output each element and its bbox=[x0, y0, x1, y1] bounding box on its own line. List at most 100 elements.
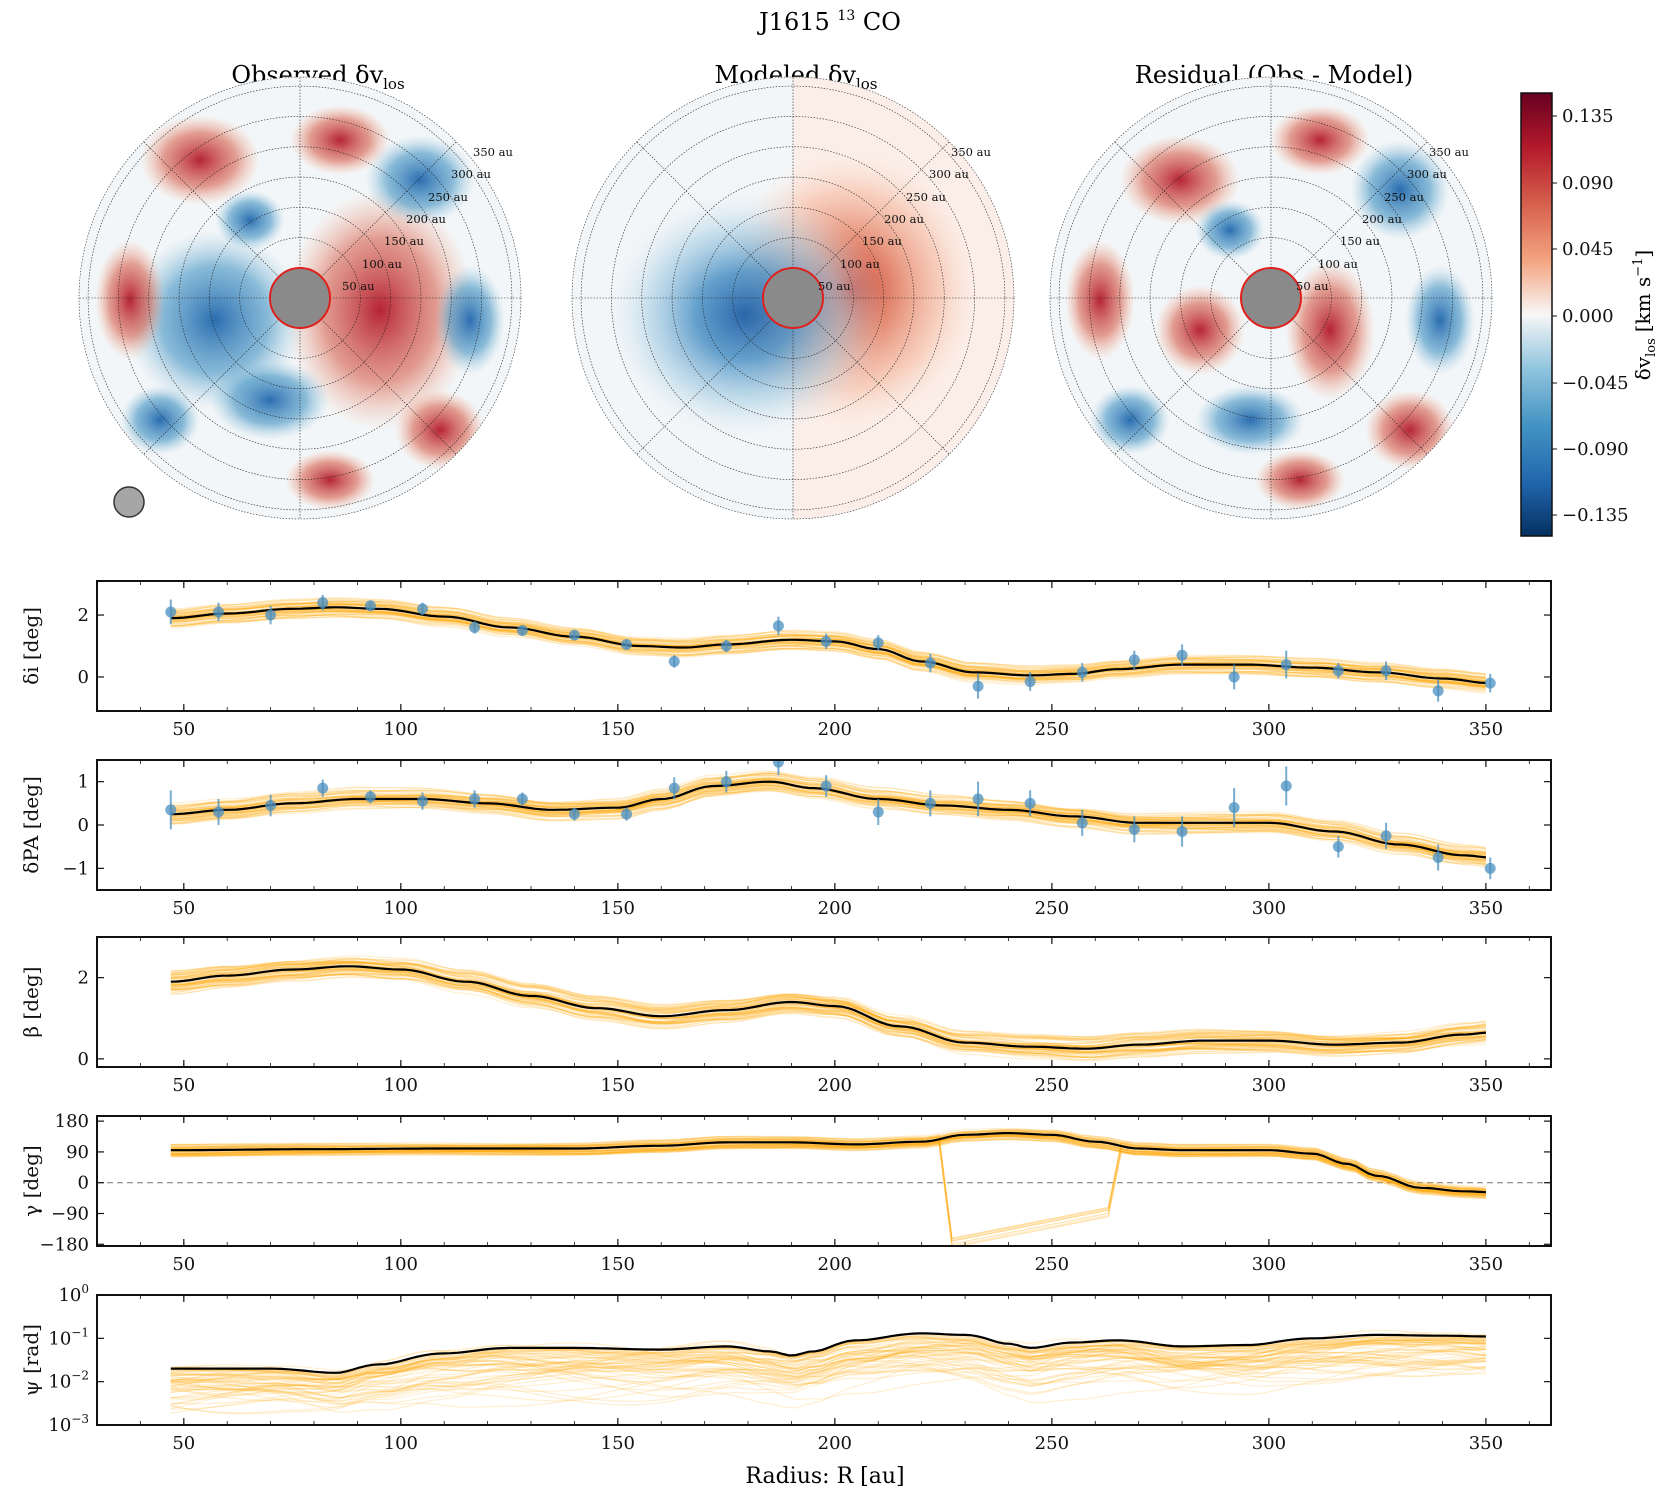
posterior-sample-line bbox=[170, 960, 1486, 1041]
posterior-sample-line bbox=[170, 790, 1486, 862]
beam-ellipse bbox=[113, 486, 145, 518]
panel-frame bbox=[96, 580, 1552, 712]
x-tick-label: 350 bbox=[1469, 1433, 1503, 1454]
model-line bbox=[170, 1332, 1486, 1374]
data-point bbox=[568, 629, 580, 641]
data-point bbox=[872, 637, 884, 649]
ring-label: 50 au bbox=[342, 279, 375, 293]
posterior-sample-line bbox=[170, 788, 1486, 862]
colorbar-tick: 0.135 bbox=[1562, 106, 1614, 127]
posterior-sample-line bbox=[170, 1135, 1486, 1196]
y-axis-label: β [deg] bbox=[19, 967, 43, 1038]
data-point bbox=[668, 782, 680, 794]
posterior-sample-line bbox=[170, 614, 1486, 694]
observed-polar-grid bbox=[79, 77, 521, 519]
posterior-sample-line bbox=[170, 1349, 1486, 1405]
posterior-sample-line bbox=[170, 601, 1486, 680]
y-tick-label: 0 bbox=[78, 815, 89, 836]
data-point bbox=[668, 655, 680, 667]
posterior-sample-line bbox=[170, 966, 1486, 1058]
ring-labels-residual: 50 au 100 au 150 au 200 au 250 au 300 au… bbox=[1296, 145, 1469, 293]
data-point bbox=[772, 760, 784, 768]
x-tick-label: 300 bbox=[1252, 1254, 1286, 1275]
data-point bbox=[165, 606, 177, 618]
posterior-sample-line bbox=[170, 965, 1486, 1053]
posterior-sample-line bbox=[170, 1346, 1487, 1400]
colorbar-tick: −0.045 bbox=[1562, 373, 1629, 394]
posterior-sample-line bbox=[170, 960, 1486, 1047]
posterior-sample-line bbox=[170, 1342, 1486, 1402]
data-point bbox=[1176, 649, 1188, 661]
colorbar-tick: 0.000 bbox=[1562, 306, 1614, 327]
posterior-sample-line bbox=[170, 785, 1486, 858]
data-point bbox=[1380, 665, 1392, 677]
data-point bbox=[1076, 817, 1088, 829]
posterior-sample-line bbox=[170, 1137, 1486, 1199]
y-tick-label: 10−1 bbox=[48, 1325, 89, 1349]
posterior-sample-line bbox=[170, 1339, 1486, 1399]
panel-4: 50 100 150 200 250 300 350 180 90 0 −90 −180 γ [deg] bbox=[19, 1111, 1552, 1275]
x-tick-label: 250 bbox=[1035, 898, 1069, 919]
modeled-polar-grid bbox=[572, 77, 1014, 519]
x-tick-label: 100 bbox=[384, 719, 418, 740]
posterior-sample-line bbox=[170, 1128, 1486, 1190]
posterior-sample-line bbox=[170, 785, 1486, 868]
posterior-sample-line bbox=[170, 1348, 1486, 1394]
posterior-sample-line bbox=[170, 1349, 1487, 1396]
posterior-sample-line bbox=[170, 1338, 1486, 1377]
x-tick-label: 200 bbox=[818, 1433, 852, 1454]
ring-circle bbox=[611, 116, 975, 480]
y-tick-label: −90 bbox=[51, 1204, 89, 1225]
posterior-sample-line bbox=[170, 616, 1486, 690]
ring-circle bbox=[118, 116, 482, 480]
posterior-sample-line bbox=[170, 614, 1486, 690]
ring-labels-observed: 50 au 100 au 150 au 200 au 250 au 300 au… bbox=[342, 145, 513, 293]
ring-label: 200 au bbox=[884, 212, 924, 226]
posterior-sample-line bbox=[170, 967, 1486, 1059]
posterior-sample-line bbox=[170, 1132, 1486, 1192]
posterior-sample-line bbox=[170, 962, 1486, 1044]
posterior-sample-line bbox=[170, 958, 1486, 1048]
posterior-sample-line bbox=[170, 1349, 1486, 1415]
posterior-sample-line bbox=[170, 967, 1486, 1058]
posterior-sample-line bbox=[170, 1340, 1487, 1413]
panel-5: 50 100 150 200 250 300 350 100 10−1 10−2 10−3ψ [ra… bbox=[19, 1282, 1552, 1454]
posterior-sample-line bbox=[170, 1349, 1486, 1383]
data-point bbox=[720, 640, 732, 652]
ring-label: 350 au bbox=[473, 145, 513, 159]
posterior-sample-line bbox=[170, 1334, 1486, 1382]
x-tick-label: 200 bbox=[818, 1254, 852, 1275]
posterior-sample-line bbox=[170, 1135, 1486, 1196]
data-point bbox=[516, 793, 528, 805]
posterior-sample-line bbox=[170, 1127, 1486, 1188]
data-point bbox=[1280, 659, 1292, 671]
posterior-sample-line bbox=[170, 968, 1486, 1059]
y-tick-label: 0 bbox=[78, 1049, 89, 1070]
ring-label: 100 au bbox=[362, 257, 402, 271]
data-point bbox=[820, 780, 832, 792]
y-tick-label: −180 bbox=[40, 1234, 89, 1255]
posterior-sample-line bbox=[170, 1339, 1486, 1387]
posterior-sample-line bbox=[170, 1337, 1486, 1405]
colorbar-tick: 0.045 bbox=[1562, 239, 1614, 260]
posterior-sample-line bbox=[170, 600, 1486, 679]
x-tick-label: 350 bbox=[1469, 1254, 1503, 1275]
spoke-line bbox=[814, 141, 950, 277]
posterior-sample-line bbox=[170, 963, 1486, 1055]
posterior-sample-line bbox=[170, 1133, 1486, 1194]
ring-label: 150 au bbox=[1340, 234, 1380, 248]
x-tick-label: 50 bbox=[172, 719, 195, 740]
posterior-sample-line bbox=[170, 962, 1486, 1049]
posterior-sample-line bbox=[170, 961, 1486, 1041]
posterior-sample-line bbox=[170, 1337, 1486, 1380]
posterior-sample-line bbox=[170, 597, 1486, 677]
colorbar-gradient bbox=[1520, 92, 1553, 537]
y-tick-label: 180 bbox=[55, 1111, 89, 1132]
x-tick-label: 250 bbox=[1035, 1433, 1069, 1454]
posterior-sample-line bbox=[170, 1142, 1486, 1246]
y-tick-label: 10−2 bbox=[48, 1369, 89, 1393]
posterior-sample-line bbox=[170, 614, 1486, 693]
posterior-sample-line bbox=[170, 968, 1486, 1049]
posterior-sample-line bbox=[170, 1333, 1486, 1381]
posterior-sample-line bbox=[170, 784, 1486, 858]
